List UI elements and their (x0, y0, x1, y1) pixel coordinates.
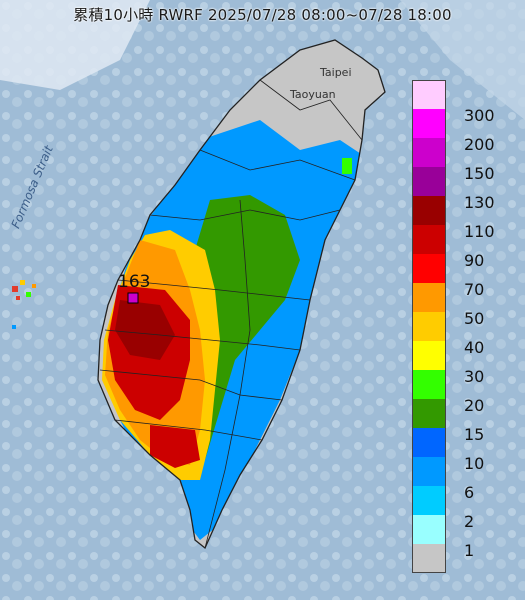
legend-color-6 (412, 254, 446, 283)
legend-label: 90 (464, 251, 485, 270)
legend-label: 10 (464, 454, 485, 473)
legend-label: 200 (464, 135, 495, 154)
legend-color-2 (412, 138, 446, 167)
legend-label: 70 (464, 280, 485, 299)
city-label-taoyuan: Taoyuan (290, 88, 336, 101)
legend-label: 20 (464, 396, 485, 415)
cloud-overlay-northeast (400, 0, 525, 120)
legend-label: 50 (464, 309, 485, 328)
legend-label: 30 (464, 367, 485, 386)
legend-label: 2 (464, 512, 475, 531)
legend-color-7 (412, 283, 446, 312)
legend-color-9 (412, 341, 446, 370)
legend-label: 6 (464, 483, 475, 502)
legend-label: 15 (464, 425, 485, 444)
legend-label: 110 (464, 222, 495, 241)
max-rainfall-value: 163 (118, 272, 151, 292)
legend-label: 150 (464, 164, 495, 183)
legend-color-1 (412, 109, 446, 138)
legend-color-15 (412, 515, 446, 544)
map-title: 累積10小時 RWRF 2025/07/28 08:00~07/28 18:00 (73, 6, 452, 24)
legend-color-14 (412, 486, 446, 515)
legend-color-0 (412, 80, 446, 109)
cloud-overlay-northwest (0, 0, 150, 90)
legend-color-12 (412, 428, 446, 457)
legend-color-8 (412, 312, 446, 341)
legend-label: 40 (464, 338, 485, 357)
legend-color-5 (412, 225, 446, 254)
legend-color-13 (412, 457, 446, 486)
legend-label: 300 (464, 106, 495, 125)
legend-color-16 (412, 544, 446, 573)
rainfall-legend: 300 200 150 130 110 90 70 50 40 30 20 15 10 6 2 1 (412, 80, 520, 574)
legend-label: 1 (464, 541, 475, 560)
legend-color-4 (412, 196, 446, 225)
legend-label: 130 (464, 193, 495, 212)
offshore-rain-cells (12, 280, 36, 329)
legend-color-10 (412, 370, 446, 399)
legend-color-3 (412, 167, 446, 196)
city-label-taipei: Taipei (320, 66, 352, 79)
legend-color-11 (412, 399, 446, 428)
county-boundaries (99, 79, 363, 549)
